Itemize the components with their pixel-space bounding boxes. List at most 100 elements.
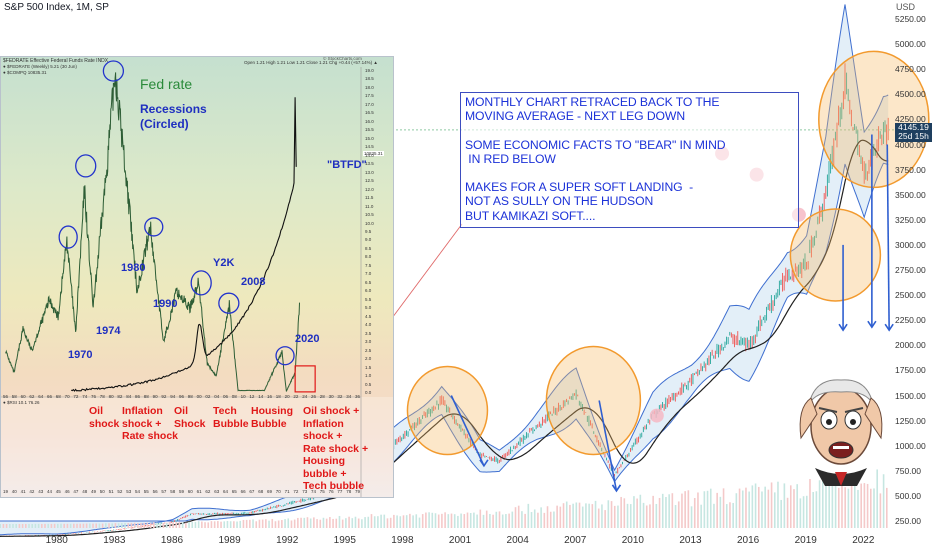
volume-bar (447, 514, 450, 528)
volume-bar (143, 522, 146, 528)
moving-average-line (0, 139, 889, 537)
volume-bar (703, 491, 706, 528)
bollinger-lower (0, 162, 889, 522)
volume-bar (428, 512, 430, 528)
inset-y-tick: 12.5 (365, 178, 374, 184)
volume-bar (153, 522, 155, 528)
volume-bar (348, 516, 350, 528)
inset-bottom-tick: 43 (38, 489, 44, 494)
volume-bar (341, 519, 344, 528)
inset-bottom-tick: 60 (187, 489, 193, 494)
inset-subtitle-2: ● $COMPQ 10835.31 (3, 70, 47, 75)
inset-x-tick: 36 (355, 394, 361, 399)
inset-y-tick: 14.0 (365, 152, 374, 158)
volume-bar (425, 512, 427, 528)
inset-bottom-tick: 42 (29, 489, 35, 494)
inset-x-tick: 60 (20, 394, 26, 399)
trend-arrow-head (479, 459, 489, 468)
inset-y-tick: 6.5 (365, 279, 372, 285)
inset-bottom-label: ● $RSI 10.1 76.26 (3, 400, 40, 405)
volume-bar (15, 523, 18, 528)
volume-bar (476, 514, 478, 528)
inset-x-tick: 64 (38, 394, 44, 399)
volume-bar (242, 519, 245, 528)
volume-bar (437, 514, 440, 528)
annotation-box[interactable]: MONTHLY CHART RETRACED BACK TO THE MOVING… (460, 92, 799, 228)
volume-bar (313, 517, 315, 528)
time-axis-tick: 1992 (276, 535, 299, 546)
inset-y-tick: 10.5 (365, 212, 374, 218)
inset-bottom-tick: 45 (55, 489, 61, 494)
last-price-badge: 4145.19 25d 15h (895, 123, 932, 142)
time-axis-tick: 1998 (391, 535, 414, 546)
volume-bar (517, 505, 520, 528)
volume-bar (441, 513, 443, 528)
volume-bar (578, 502, 581, 528)
inset-y-tick: 15.5 (365, 127, 374, 133)
volume-bar (421, 514, 424, 528)
volume-bar (661, 493, 664, 528)
volume-bar (130, 522, 133, 528)
inset-x-tick: 74 (82, 394, 88, 399)
volume-bar (357, 518, 360, 528)
inset-x-tick: 94 (170, 394, 176, 399)
volume-bar (735, 493, 738, 528)
volume-bar (617, 505, 619, 528)
volume-bar (690, 506, 693, 528)
volume-bar (629, 504, 632, 528)
volume-bar (92, 523, 94, 528)
volume-bar (533, 509, 536, 528)
inset-x-tick: 02 (205, 394, 211, 399)
volume-bar (367, 516, 370, 528)
volume-bar (389, 517, 392, 528)
fed-rate-inset[interactable]: $FEDRATE Effective Federal Funds Rate IN… (0, 56, 394, 498)
volume-bar (767, 489, 770, 528)
volume-bar (594, 500, 597, 528)
inset-x-tick: 56 (3, 394, 9, 399)
volume-bar (386, 518, 389, 528)
volume-bar (402, 515, 405, 528)
inset-bottom-tick: 50 (99, 489, 105, 494)
inset-subtitle: ● $FEDRATE (Weekly) 5.21 (30 Jun) (3, 64, 77, 69)
volume-bar (505, 514, 507, 528)
inset-x-tick: 20 (284, 394, 290, 399)
volume-bar (537, 512, 539, 528)
time-axis-tick: 1989 (218, 535, 241, 546)
volume-bar (610, 501, 613, 528)
volume-bar (828, 485, 830, 528)
volume-bar (393, 514, 395, 528)
price-axis-tick: 5250.00 (895, 14, 926, 24)
volume-bar (9, 523, 11, 528)
inset-x-tick: 68 (55, 394, 61, 399)
volume-bar (527, 503, 530, 528)
volume-bar (588, 503, 590, 528)
volume-bar (825, 475, 827, 528)
inset-x-tick: 96 (179, 394, 185, 399)
inset-bottom-tick: 57 (161, 489, 167, 494)
inset-bottom-tick: 75 (319, 489, 325, 494)
volume-bar (380, 514, 382, 528)
time-axis-tick: 2004 (506, 535, 529, 546)
price-axis-tick: 250.00 (895, 516, 921, 526)
inset-x-tick: 90 (152, 394, 158, 399)
volume-bar (412, 515, 414, 528)
trend-arrow-head (838, 323, 848, 332)
volume-bar (585, 503, 587, 528)
volume-bar (2, 523, 5, 528)
volume-bar (450, 513, 453, 528)
volume-bar (556, 505, 558, 528)
volume-bar (604, 510, 606, 528)
volume-bar (693, 498, 696, 528)
volume-bar (799, 498, 802, 528)
inset-bottom-tick: 70 (275, 489, 281, 494)
fed-rate-line (5, 72, 300, 392)
price-axis-tick: 4000.00 (895, 139, 926, 150)
volume-bar (159, 522, 162, 528)
volume-bar (431, 512, 434, 528)
volume-bar (405, 515, 408, 528)
volume-bar (105, 523, 107, 528)
inset-bottom-tick: 58 (170, 489, 176, 494)
inset-y-tick: 0.0 (365, 390, 372, 395)
